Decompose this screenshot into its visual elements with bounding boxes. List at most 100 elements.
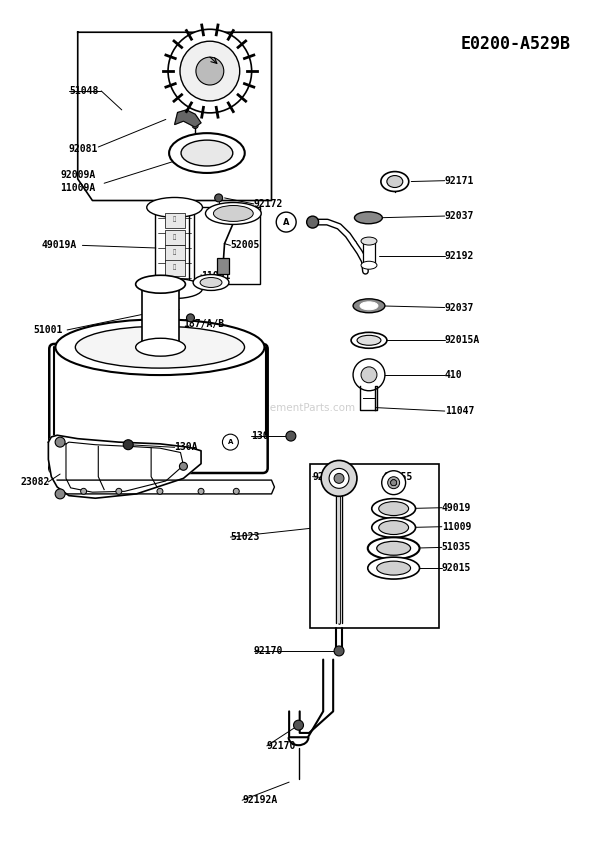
- Ellipse shape: [368, 557, 419, 579]
- Text: 米: 米: [173, 234, 176, 239]
- FancyBboxPatch shape: [49, 344, 268, 473]
- Circle shape: [168, 29, 252, 113]
- Circle shape: [391, 479, 396, 486]
- Ellipse shape: [181, 140, 233, 166]
- Text: 92170: 92170: [267, 741, 296, 751]
- Ellipse shape: [147, 198, 202, 218]
- Circle shape: [180, 42, 240, 101]
- Bar: [165, 260, 185, 276]
- Text: 52005: 52005: [231, 240, 260, 251]
- Ellipse shape: [357, 336, 381, 345]
- Text: 49019: 49019: [442, 503, 471, 512]
- Ellipse shape: [361, 237, 377, 245]
- Text: 51048: 51048: [69, 86, 99, 96]
- Ellipse shape: [355, 212, 382, 224]
- Circle shape: [215, 194, 222, 202]
- Ellipse shape: [372, 499, 415, 518]
- Text: 米: 米: [173, 217, 176, 222]
- Polygon shape: [175, 110, 201, 127]
- Bar: [165, 230, 185, 245]
- Circle shape: [198, 488, 204, 494]
- Circle shape: [329, 468, 349, 488]
- Polygon shape: [48, 435, 201, 499]
- Circle shape: [286, 431, 296, 441]
- Text: 92172: 92172: [254, 199, 283, 209]
- Circle shape: [321, 460, 357, 496]
- Ellipse shape: [193, 275, 229, 290]
- Text: 92170: 92170: [254, 646, 283, 656]
- Circle shape: [157, 488, 163, 494]
- Ellipse shape: [55, 319, 264, 375]
- Text: 51023: 51023: [231, 532, 260, 542]
- Text: 92037: 92037: [445, 303, 474, 312]
- Bar: [165, 212, 185, 228]
- Text: 49019A: 49019A: [41, 240, 77, 251]
- Ellipse shape: [368, 538, 419, 559]
- Text: 11009A: 11009A: [60, 184, 96, 193]
- Ellipse shape: [169, 134, 245, 173]
- Circle shape: [276, 212, 296, 232]
- Text: 51001: 51001: [34, 325, 63, 335]
- Polygon shape: [57, 480, 274, 494]
- Ellipse shape: [136, 338, 185, 356]
- Ellipse shape: [200, 277, 222, 288]
- Text: 130A: 130A: [175, 442, 198, 453]
- Ellipse shape: [205, 203, 261, 225]
- Circle shape: [334, 473, 344, 483]
- Ellipse shape: [361, 261, 377, 270]
- Circle shape: [391, 479, 396, 486]
- Circle shape: [334, 646, 344, 656]
- Text: 11009: 11009: [442, 522, 471, 531]
- Ellipse shape: [360, 302, 378, 310]
- Text: 23082: 23082: [20, 477, 50, 487]
- Text: E0200-A529B: E0200-A529B: [461, 35, 571, 53]
- Ellipse shape: [379, 502, 409, 516]
- Circle shape: [123, 440, 133, 450]
- Text: 51035: 51035: [442, 543, 471, 552]
- Circle shape: [179, 462, 188, 470]
- Text: 92015: 92015: [442, 563, 471, 573]
- Bar: [310, 464, 439, 628]
- Text: A: A: [228, 439, 233, 445]
- Circle shape: [382, 471, 405, 495]
- Circle shape: [116, 488, 122, 494]
- Circle shape: [353, 359, 385, 391]
- Ellipse shape: [353, 299, 385, 313]
- Circle shape: [388, 477, 399, 489]
- Circle shape: [222, 434, 238, 450]
- Ellipse shape: [147, 278, 202, 298]
- Circle shape: [186, 314, 195, 322]
- Text: 11061: 11061: [201, 271, 231, 282]
- Bar: [165, 245, 185, 261]
- Circle shape: [294, 720, 303, 730]
- Circle shape: [391, 479, 396, 486]
- Bar: [142, 284, 179, 347]
- Ellipse shape: [136, 275, 185, 293]
- Text: 米: 米: [173, 250, 176, 255]
- Circle shape: [81, 488, 87, 494]
- Circle shape: [55, 437, 65, 447]
- Text: 92009A: 92009A: [60, 170, 96, 179]
- Circle shape: [307, 216, 319, 228]
- Text: 92081: 92081: [69, 144, 99, 153]
- Ellipse shape: [372, 518, 415, 538]
- Ellipse shape: [214, 205, 253, 221]
- Text: 92015A: 92015A: [445, 336, 480, 345]
- Text: 92055: 92055: [383, 472, 412, 482]
- Ellipse shape: [377, 541, 411, 555]
- Text: 92171: 92171: [445, 176, 474, 186]
- Circle shape: [196, 57, 224, 85]
- Ellipse shape: [379, 520, 409, 535]
- Text: 92192A: 92192A: [242, 795, 277, 805]
- Circle shape: [233, 488, 240, 494]
- Circle shape: [192, 122, 198, 128]
- Text: 米: 米: [173, 264, 176, 270]
- Bar: [189, 206, 260, 284]
- Ellipse shape: [351, 332, 387, 349]
- Text: 187/A/B: 187/A/B: [183, 319, 225, 329]
- Text: 410: 410: [445, 370, 463, 380]
- Text: 92009: 92009: [313, 472, 342, 482]
- Ellipse shape: [381, 172, 409, 192]
- Text: ReplacementParts.com: ReplacementParts.com: [235, 402, 355, 413]
- Ellipse shape: [387, 175, 403, 187]
